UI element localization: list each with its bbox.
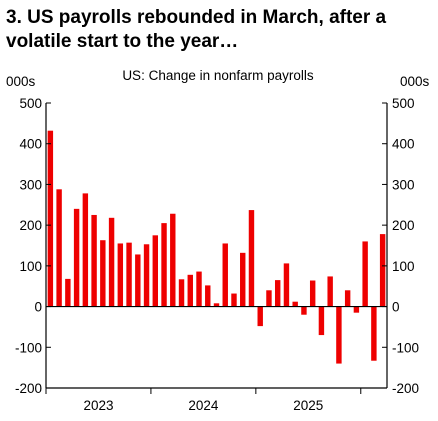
y-tick-label-left: 100 [19,259,42,274]
bar-2025-11 [344,290,351,307]
chart-subtitle: US: Change in nonfarm payrolls [122,68,314,83]
bar-2023-02 [56,189,62,307]
y-tick-label-right: 200 [392,218,415,233]
y-tick-label-right: 300 [392,177,415,192]
y-axis-unit-left: 000s [6,74,36,89]
chart-axes [45,103,388,389]
y-tick-label-left: 0 [34,300,42,315]
bar-2025-10 [336,306,342,364]
bar-2023-04 [73,208,80,307]
bar-2025-12 [353,306,360,313]
bar-2024-06 [196,271,202,307]
y-tick-label-left: 300 [19,177,42,192]
bar-2023-08 [108,217,115,307]
bar-2023-10 [126,242,132,307]
bar-2024-04 [178,279,185,307]
y-tick-label-left: -100 [15,340,42,355]
bar-2024-08 [213,303,220,307]
x-year-label-2024: 2024 [188,398,219,413]
bar-2024-10 [231,293,237,307]
bar-2026-01 [362,241,368,307]
bar-2023-12 [143,244,150,307]
y-tick-label-left: 200 [19,218,42,233]
bar-2023-05 [82,193,89,307]
bar-2024-09 [222,243,228,307]
y-tick-label-left: 500 [19,96,42,111]
y-tick-label-right: -200 [392,381,419,396]
bar-2025-03 [274,280,281,307]
bar-2024-03 [170,213,176,307]
bar-2025-02 [266,290,272,307]
bar-2023-11 [135,254,141,307]
y-tick-label-right: 500 [392,96,415,111]
bar-2025-07 [309,280,316,307]
bar-2025-05 [292,301,298,307]
y-tick-label-right: 0 [392,300,400,315]
y-axis-ticks: -200 -200 -100 -100 0 0 100 100 200 200 300 300 400 4… [15,96,419,396]
bar-2023-07 [100,240,106,307]
bar-2025-06 [301,306,307,315]
y-tick-label-right: -100 [392,340,419,355]
y-tick-label-right: 400 [392,137,415,152]
bar-2024-07 [205,285,211,307]
bar-2023-06 [91,214,97,307]
bar-2023-03 [65,278,71,307]
bar-series [47,130,386,364]
y-tick-label-right: 100 [392,259,415,274]
x-year-label-2025: 2025 [293,398,323,413]
y-axis-unit-right: 000s [400,74,430,89]
bar-2025-08 [318,306,325,336]
bar-2025-04 [283,263,290,307]
x-axis-ticks: 2023 2024 2025 [45,388,362,413]
bar-2024-12 [248,210,255,307]
bar-2025-09 [327,276,333,307]
bar-2023-09 [117,243,124,307]
bar-2025-01 [257,306,263,327]
x-year-label-2023: 2023 [83,398,113,413]
bar-2024-05 [187,274,193,307]
page-title: 3. US payrolls rebounded in March, after… [6,7,387,52]
bar-2024-11 [240,252,246,307]
bar-2026-02 [371,306,377,361]
y-tick-label-left: 400 [19,137,42,152]
bar-2024-02 [161,223,167,307]
bar-2023-01 [47,130,54,307]
bar-2024-01 [152,235,158,307]
bar-2026-03 [379,234,386,307]
y-tick-label-left: -200 [15,381,42,396]
